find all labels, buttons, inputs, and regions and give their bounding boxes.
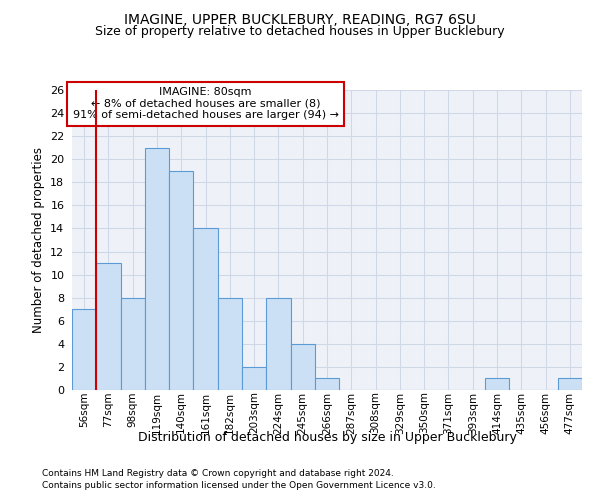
- Y-axis label: Number of detached properties: Number of detached properties: [32, 147, 44, 333]
- Bar: [315, 378, 339, 390]
- Bar: [266, 298, 290, 390]
- Bar: [145, 148, 169, 390]
- Bar: [485, 378, 509, 390]
- Bar: [121, 298, 145, 390]
- Text: Distribution of detached houses by size in Upper Bucklebury: Distribution of detached houses by size …: [137, 431, 517, 444]
- Text: Size of property relative to detached houses in Upper Bucklebury: Size of property relative to detached ho…: [95, 25, 505, 38]
- Bar: [242, 367, 266, 390]
- Text: IMAGINE: 80sqm
← 8% of detached houses are smaller (8)
91% of semi-detached hous: IMAGINE: 80sqm ← 8% of detached houses a…: [73, 87, 338, 120]
- Text: Contains public sector information licensed under the Open Government Licence v3: Contains public sector information licen…: [42, 481, 436, 490]
- Bar: [290, 344, 315, 390]
- Text: Contains HM Land Registry data © Crown copyright and database right 2024.: Contains HM Land Registry data © Crown c…: [42, 468, 394, 477]
- Bar: [193, 228, 218, 390]
- Bar: [96, 263, 121, 390]
- Bar: [218, 298, 242, 390]
- Bar: [558, 378, 582, 390]
- Bar: [72, 309, 96, 390]
- Bar: [169, 171, 193, 390]
- Text: IMAGINE, UPPER BUCKLEBURY, READING, RG7 6SU: IMAGINE, UPPER BUCKLEBURY, READING, RG7 …: [124, 12, 476, 26]
